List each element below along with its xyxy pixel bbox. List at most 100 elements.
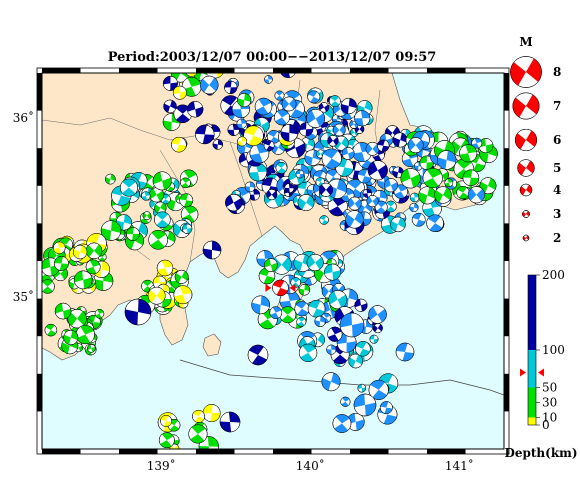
frame-segment [427,449,466,454]
earthquake-mechanism [366,195,379,208]
earthquake-mechanism [229,59,238,68]
magnitude-legend-symbol [522,210,530,218]
earthquake-mechanism [390,216,406,233]
earthquake-mechanism [328,95,341,108]
earthquake-mechanism [142,211,152,221]
frame-segment [273,68,312,73]
earthquake-mechanism [327,326,343,342]
earthquake-mechanism [54,302,72,320]
frame-segment [37,298,42,337]
depth-marker-left [520,368,526,377]
earthquake-mechanism [336,332,357,353]
magnitude-legend-symbol [517,159,535,177]
earthquake-mechanism [152,171,172,191]
earthquake-mechanism [362,188,372,198]
earthquake-mechanism [341,147,355,160]
earthquake-mechanism [422,168,443,189]
earthquake-mechanism [459,144,478,163]
depth-bar-segment [528,417,536,425]
earthquake-mechanism [340,97,357,115]
earthquake-mechanism [199,75,219,95]
earthquake-mechanism [248,162,268,182]
depth-bar-segment [528,387,536,403]
frame-segment [119,68,158,73]
earthquake-mechanism [369,334,379,344]
earthquake-mechanisms [42,59,498,449]
frame-segment [37,223,42,261]
earthquake-mechanism [333,123,346,137]
earthquake-mechanism [173,285,193,305]
magnitude-legend-label: 2 [553,231,561,245]
earthquake-mechanism [411,212,426,227]
earthquake-mechanism [219,411,241,433]
mainshock-beachball [272,279,289,297]
earthquake-mechanism [141,191,151,201]
earthquake-mechanism [368,379,389,400]
frame-segment [504,298,509,337]
earthquake-mechanism [63,329,79,345]
earthquake-mechanism [419,155,434,170]
depth-tick-label: 0 [542,418,550,432]
land-oshima [202,333,222,357]
magnitude-legend-symbol [512,92,540,120]
earthquake-mechanism [187,101,204,118]
earthquake-mechanism [179,193,194,208]
earthquake-mechanism [73,270,93,290]
earthquake-mechanism [367,160,388,181]
earthquake-mechanism [471,137,483,149]
magnitude-legend-symbol [522,234,530,242]
frame-segment [504,373,509,412]
earthquake-mechanism [281,96,297,112]
magnitude-legend-label: 5 [553,161,561,175]
earthquake-mechanism [355,341,371,357]
depth-bar-segment [528,275,536,350]
earthquake-mechanism [392,132,408,148]
magnitude-legend-label: 7 [553,99,561,113]
earthquake-mechanism [298,284,311,296]
magnitude-legend-symbol [514,128,538,152]
depth-tick-label: 100 [542,343,565,357]
magnitude-legend-symbol [510,56,542,88]
frame-segment [37,148,42,186]
earthquake-mechanism [353,393,377,417]
frame-segment [196,68,235,73]
earthquake-mechanism [212,139,224,150]
earthquake-mechanism [326,344,337,355]
earthquake-mechanism [254,97,273,116]
earthquake-mechanism [147,286,166,305]
earthquake-mechanism [354,298,368,312]
magnitude-legend: 8 7 6 5 4 3 2 [510,56,561,245]
earthquake-mechanism [332,414,352,433]
earthquake-mechanism [42,279,55,294]
earthquake-mechanism [224,80,238,95]
earthquake-mechanism [418,186,437,205]
earthquake-mechanism [264,258,278,272]
frame-segment [504,223,509,261]
frame-segment [504,148,509,186]
frame-segment [504,73,509,111]
earthquake-mechanism [298,343,318,362]
earthquake-mechanism [434,186,452,204]
earthquake-mechanism [53,241,66,255]
earthquake-mechanism [374,200,388,214]
earthquake-mechanism [258,267,276,285]
earthquake-mechanism [202,240,222,260]
earthquake-mechanism [296,316,307,327]
earthquake-mechanism [365,141,380,156]
earthquake-mechanism [172,85,187,100]
earthquake-mechanism [124,298,152,326]
earthquake-mechanism [284,183,295,194]
earthquake-mechanism [290,277,301,288]
earthquake-mechanism [85,242,103,260]
earthquake-mechanism [171,136,187,153]
frame-segment [427,68,466,73]
earthquake-mechanism [479,177,497,195]
frame-segment [273,449,312,454]
earthquake-mechanism [385,200,397,213]
earthquake-mechanism [236,118,247,129]
earthquake-mechanism [456,185,470,200]
depth-marker-right [538,368,544,377]
earthquake-mechanism [295,169,305,179]
earthquake-mechanism [436,150,457,170]
